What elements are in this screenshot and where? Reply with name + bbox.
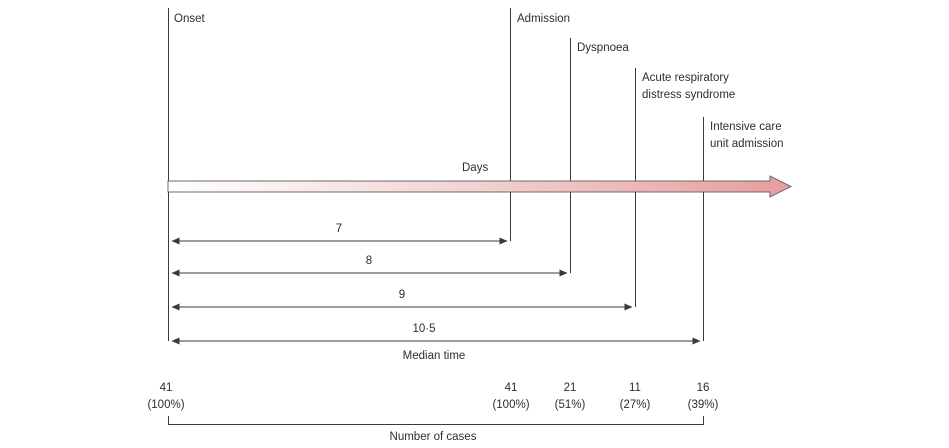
median-value-dyspnoea: 8 bbox=[365, 255, 373, 267]
cases-caption: Number of cases bbox=[389, 431, 477, 443]
median-time-caption: Median time bbox=[402, 350, 466, 362]
cases-dyspnoea-pct: (51%) bbox=[554, 399, 586, 411]
axis-unit-label: Days bbox=[462, 162, 489, 174]
cases-bracket bbox=[168, 416, 704, 425]
time-axis-arrow bbox=[167, 175, 793, 198]
median-value-admission: 7 bbox=[335, 223, 343, 235]
cases-icu-pct: (39%) bbox=[687, 399, 719, 411]
cases-admission-pct: (100%) bbox=[492, 399, 530, 411]
event-label-dyspnoea: Dyspnoea bbox=[577, 42, 629, 54]
event-label-ards: Acute respiratory distress syndrome bbox=[642, 72, 736, 102]
cases-onset-pct: (100%) bbox=[147, 399, 185, 411]
cases-icu: 16 (39%) bbox=[688, 380, 719, 414]
cases-icu-n: 16 bbox=[696, 382, 710, 394]
cases-admission: 41 (100%) bbox=[492, 380, 529, 414]
cases-ards: 11 (27%) bbox=[620, 380, 651, 414]
median-value-ards: 9 bbox=[398, 289, 406, 301]
cases-dyspnoea: 21 (51%) bbox=[555, 380, 586, 414]
cases-dyspnoea-n: 21 bbox=[563, 382, 577, 394]
event-label-admission: Admission bbox=[517, 13, 571, 25]
cases-ards-pct: (27%) bbox=[619, 399, 651, 411]
cases-onset: 41 (100%) bbox=[147, 380, 184, 414]
cases-admission-n: 41 bbox=[504, 382, 518, 394]
cases-ards-n: 11 bbox=[629, 382, 641, 394]
event-label-icu: Intensive care unit admission bbox=[710, 121, 784, 151]
median-value-icu: 10·5 bbox=[412, 323, 436, 335]
cases-onset-n: 41 bbox=[159, 382, 173, 394]
event-label-onset: Onset bbox=[174, 13, 205, 25]
